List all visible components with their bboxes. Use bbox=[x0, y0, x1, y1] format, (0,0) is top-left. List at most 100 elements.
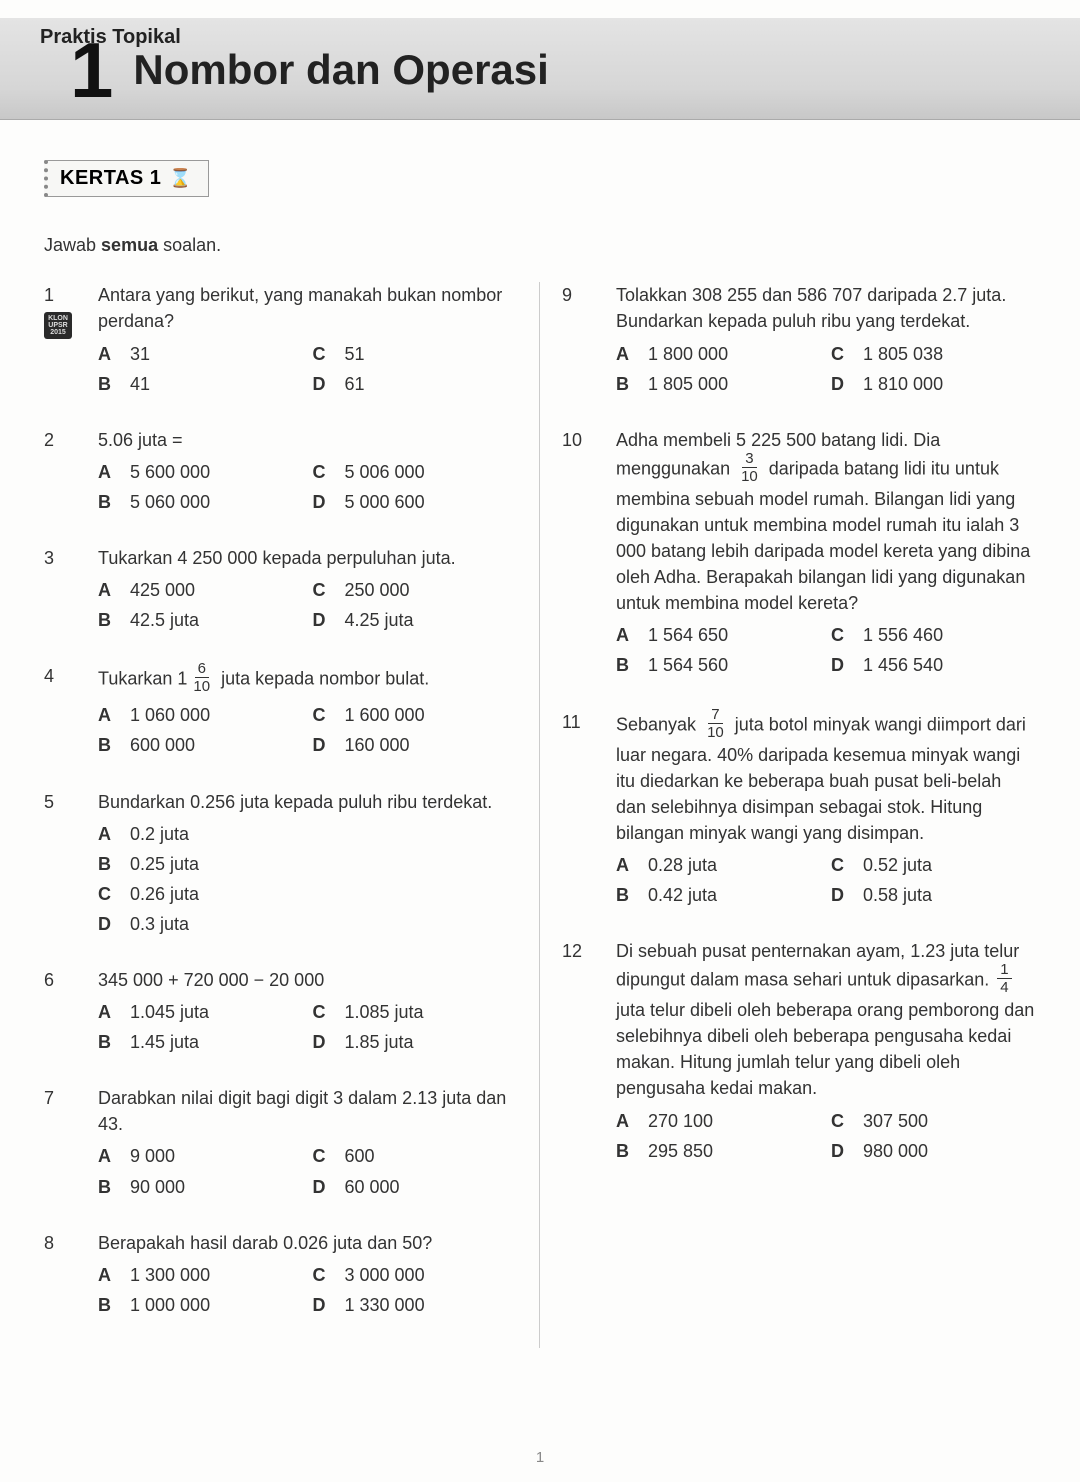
option-value: 160 000 bbox=[345, 732, 410, 758]
option-value: 1.085 juta bbox=[345, 999, 424, 1025]
chapter-header: Praktis Topikal 1 Nombor dan Operasi bbox=[0, 18, 1080, 120]
option[interactable]: D60 000 bbox=[313, 1174, 518, 1200]
option[interactable]: C5 006 000 bbox=[313, 459, 518, 485]
option[interactable]: B1 805 000 bbox=[616, 371, 821, 397]
option[interactable]: D0.58 juta bbox=[831, 882, 1036, 908]
option-letter: D bbox=[313, 1292, 331, 1318]
option[interactable]: C600 bbox=[313, 1143, 518, 1169]
option[interactable]: B0.42 juta bbox=[616, 882, 821, 908]
option[interactable]: D5 000 600 bbox=[313, 489, 518, 515]
option-letter: C bbox=[313, 999, 331, 1025]
option-letter: A bbox=[616, 1108, 634, 1134]
option-letter: A bbox=[98, 459, 116, 485]
option[interactable]: B 0.25 juta bbox=[98, 851, 517, 877]
option-value: 60 000 bbox=[345, 1174, 400, 1200]
option[interactable]: C1 556 460 bbox=[831, 622, 1036, 648]
chapter-number: 1 bbox=[70, 39, 113, 101]
option[interactable]: A0.28 juta bbox=[616, 852, 821, 878]
option[interactable]: C0.52 juta bbox=[831, 852, 1036, 878]
option[interactable]: D1 330 000 bbox=[313, 1292, 518, 1318]
option[interactable]: B1 564 560 bbox=[616, 652, 821, 678]
option-letter: B bbox=[98, 1029, 116, 1055]
option[interactable]: D1.85 juta bbox=[313, 1029, 518, 1055]
option[interactable]: D0.3 juta bbox=[98, 911, 517, 937]
option[interactable]: C1 600 000 bbox=[313, 702, 518, 728]
option-letter: D bbox=[831, 371, 849, 397]
option[interactable]: C0.26 juta bbox=[98, 881, 517, 907]
option[interactable]: B600 000 bbox=[98, 732, 303, 758]
option[interactable]: A425 000 bbox=[98, 577, 303, 603]
question-number-wrap: 1KLON UPSR 2015 bbox=[44, 282, 82, 339]
option-letter: C bbox=[313, 577, 331, 603]
option-value: 5 060 000 bbox=[130, 489, 210, 515]
option[interactable]: A 1 300 000 bbox=[98, 1262, 303, 1288]
option-letter: A bbox=[98, 999, 116, 1025]
question-body: Tolakkan 308 255 dan 586 707 daripada 2.… bbox=[616, 282, 1036, 396]
option-letter: B bbox=[98, 851, 116, 877]
option[interactable]: D61 bbox=[313, 371, 518, 397]
question-text: Berapakah hasil darab 0.026 juta dan 50? bbox=[98, 1230, 517, 1256]
option-letter: D bbox=[313, 371, 331, 397]
option[interactable]: A1.045 juta bbox=[98, 999, 303, 1025]
options: A1 800 000 C1 805 038 B1 805 000 D1 810 000 bbox=[616, 341, 1036, 397]
option[interactable]: A9 000 bbox=[98, 1143, 303, 1169]
option[interactable]: B41 bbox=[98, 371, 303, 397]
option[interactable]: D1 810 000 bbox=[831, 371, 1036, 397]
option-value: 1 300 000 bbox=[130, 1262, 210, 1288]
option-value: 250 000 bbox=[345, 577, 410, 603]
option[interactable]: C307 500 bbox=[831, 1108, 1036, 1134]
question-body: Bundarkan 0.256 juta kepada puluh ribu t… bbox=[98, 789, 517, 937]
instruction-pre: Jawab bbox=[44, 235, 101, 255]
question-number: 8 bbox=[44, 1230, 54, 1256]
option[interactable]: B1.45 juta bbox=[98, 1029, 303, 1055]
option[interactable]: A1 060 000 bbox=[98, 702, 303, 728]
question-text: Adha membeli 5 225 500 batang lidi. Dia … bbox=[616, 427, 1036, 617]
option[interactable]: C1 805 038 bbox=[831, 341, 1036, 367]
option[interactable]: A270 100 bbox=[616, 1108, 821, 1134]
option[interactable]: A1 564 650 bbox=[616, 622, 821, 648]
option[interactable]: B90 000 bbox=[98, 1174, 303, 1200]
question: 8 Berapakah hasil darab 0.026 juta dan 50… bbox=[44, 1230, 517, 1318]
option-value: 0.58 juta bbox=[863, 882, 932, 908]
options: A9 000 C600 B90 000 D60 000 bbox=[98, 1143, 517, 1199]
option-value: 0.26 juta bbox=[130, 881, 199, 907]
question-text: Darabkan nilai digit bagi digit 3 dalam … bbox=[98, 1085, 517, 1137]
option[interactable]: B5 060 000 bbox=[98, 489, 303, 515]
option-letter: C bbox=[831, 622, 849, 648]
option[interactable]: B1 000 000 bbox=[98, 1292, 303, 1318]
question: 12Di sebuah pusat penternakan ayam, 1.23… bbox=[562, 938, 1036, 1164]
option[interactable]: C 250 000 bbox=[313, 577, 518, 603]
option-letter: D bbox=[313, 1029, 331, 1055]
option-letter: C bbox=[313, 1262, 331, 1288]
option-value: 0.25 juta bbox=[130, 851, 199, 877]
option-letter: B bbox=[98, 732, 116, 758]
option[interactable]: A31 bbox=[98, 341, 303, 367]
question-text: Sebanyak 710 juta botol minyak wangi dii… bbox=[616, 709, 1036, 846]
option-letter: A bbox=[616, 852, 634, 878]
option-value: 51 bbox=[345, 341, 365, 367]
question-text: Antara yang berikut, yang manakah bukan … bbox=[98, 282, 517, 334]
question-number-wrap: 8 bbox=[44, 1230, 82, 1256]
option[interactable]: B295 850 bbox=[616, 1138, 821, 1164]
options: A1 564 650 C1 556 460 B1 564 560 D1 456 540 bbox=[616, 622, 1036, 678]
option-value: 9 000 bbox=[130, 1143, 175, 1169]
option-value: 4.25 juta bbox=[345, 607, 414, 633]
option[interactable]: D4.25 juta bbox=[313, 607, 518, 633]
question-number: 4 bbox=[44, 663, 54, 689]
option[interactable]: C 1.085 juta bbox=[313, 999, 518, 1025]
question-body: Antara yang berikut, yang manakah bukan … bbox=[98, 282, 517, 396]
option[interactable]: A1 800 000 bbox=[616, 341, 821, 367]
question-number: 2 bbox=[44, 427, 54, 453]
option[interactable]: A0.2 juta bbox=[98, 821, 517, 847]
option[interactable]: D980 000 bbox=[831, 1138, 1036, 1164]
option[interactable]: D160 000 bbox=[313, 732, 518, 758]
option[interactable]: C51 bbox=[313, 341, 518, 367]
option[interactable]: B42.5 juta bbox=[98, 607, 303, 633]
option-letter: A bbox=[98, 1262, 116, 1288]
question: 6345 000 + 720 000 − 20 000A1.045 jutaC1… bbox=[44, 967, 517, 1055]
option[interactable]: A 5 600 000 bbox=[98, 459, 303, 485]
option[interactable]: C3 000 000 bbox=[313, 1262, 518, 1288]
option-value: 5 600 000 bbox=[130, 459, 210, 485]
paper-badge: KERTAS 1 ⌛ bbox=[44, 160, 209, 197]
option[interactable]: D1 456 540 bbox=[831, 652, 1036, 678]
